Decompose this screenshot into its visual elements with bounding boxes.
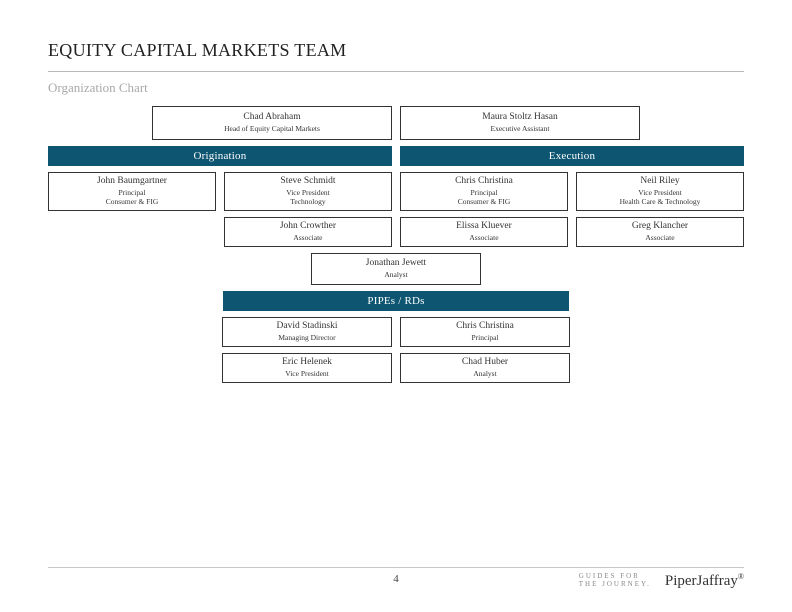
box-person: Eric Helenek Vice President	[222, 353, 392, 383]
slide-page: EQUITY CAPITAL MARKETS TEAM Organization…	[0, 0, 792, 612]
org-chart: Chad Abraham Head of Equity Capital Mark…	[48, 106, 744, 383]
person-role: Vice President	[227, 370, 387, 379]
box-person: Greg Klancher Associate	[576, 217, 744, 247]
box-person: Chris Christina Principal	[400, 317, 570, 347]
person-role: Managing Director	[227, 334, 387, 343]
person-role: Head of Equity Capital Markets	[157, 125, 387, 134]
box-person: Elissa Kluever Associate	[400, 217, 568, 247]
quad-row: John Baumgartner Principal Consumer & FI…	[48, 172, 744, 211]
person-name: Maura Stoltz Hasan	[405, 112, 635, 123]
trio-row: John Crowther Associate Elissa Kluever A…	[48, 217, 744, 247]
person-name: Chris Christina	[405, 321, 565, 332]
brand-name: PiperJaffray	[665, 573, 738, 589]
person-name: John Baumgartner	[53, 176, 211, 187]
page-title: EQUITY CAPITAL MARKETS TEAM	[48, 40, 744, 61]
person-role: Analyst	[405, 370, 565, 379]
person-role2: Health Care & Technology	[581, 198, 739, 207]
person-name: Neil Riley	[581, 176, 739, 187]
person-role: Analyst	[316, 271, 476, 280]
person-name: John Crowther	[229, 221, 387, 232]
box-person: Jonathan Jewett Analyst	[311, 253, 481, 285]
box-person: Steve Schmidt Vice President Technology	[224, 172, 392, 211]
registered-icon: ®	[738, 572, 744, 581]
person-role: Associate	[229, 234, 387, 243]
title-rule	[48, 71, 744, 72]
person-name: Chad Huber	[405, 357, 565, 368]
brand-block: GUIDES FOR THE JOURNEY. PiperJaffray®	[579, 572, 744, 590]
box-person: Chris Christina Principal Consumer & FIG	[400, 172, 568, 211]
pair-row-2: Eric Helenek Vice President Chad Huber A…	[48, 353, 744, 383]
guides-tagline: GUIDES FOR THE JOURNEY.	[579, 573, 651, 588]
footer-rule	[48, 567, 744, 568]
box-person: Neil Riley Vice President Health Care & …	[576, 172, 744, 211]
person-role: Executive Assistant	[405, 125, 635, 134]
person-role2: Consumer & FIG	[405, 198, 563, 207]
footer-inner: 4 GUIDES FOR THE JOURNEY. PiperJaffray®	[48, 572, 744, 590]
person-role: Associate	[581, 234, 739, 243]
person-name: Eric Helenek	[227, 357, 387, 368]
band-execution: Execution	[400, 146, 744, 166]
pair-row-1: David Stadinski Managing Director Chris …	[48, 317, 744, 347]
person-role2: Consumer & FIG	[53, 198, 211, 207]
person-role: Associate	[405, 234, 563, 243]
person-name: Steve Schmidt	[229, 176, 387, 187]
person-name: Jonathan Jewett	[316, 258, 476, 269]
band-pipes: PIPEs / RDs	[223, 291, 569, 311]
box-assistant: Maura Stoltz Hasan Executive Assistant	[400, 106, 640, 140]
top-row: Chad Abraham Head of Equity Capital Mark…	[48, 106, 744, 140]
person-role: Principal	[405, 334, 565, 343]
page-number: 4	[393, 573, 399, 585]
box-head: Chad Abraham Head of Equity Capital Mark…	[152, 106, 392, 140]
box-person: John Baumgartner Principal Consumer & FI…	[48, 172, 216, 211]
brand-logo: PiperJaffray®	[665, 572, 744, 590]
person-role2: Technology	[229, 198, 387, 207]
guides-line2: THE JOURNEY.	[579, 581, 651, 589]
page-subtitle: Organization Chart	[48, 80, 744, 96]
single-row: Jonathan Jewett Analyst	[48, 253, 744, 285]
box-person: Chad Huber Analyst	[400, 353, 570, 383]
person-name: Elissa Kluever	[405, 221, 563, 232]
footer: 4 GUIDES FOR THE JOURNEY. PiperJaffray®	[48, 567, 744, 590]
band-origination: Origination	[48, 146, 392, 166]
band-row-1: Origination Execution	[48, 146, 744, 166]
person-name: Chad Abraham	[157, 112, 387, 123]
box-person: John Crowther Associate	[224, 217, 392, 247]
person-name: David Stadinski	[227, 321, 387, 332]
person-name: Chris Christina	[405, 176, 563, 187]
person-name: Greg Klancher	[581, 221, 739, 232]
box-person: David Stadinski Managing Director	[222, 317, 392, 347]
